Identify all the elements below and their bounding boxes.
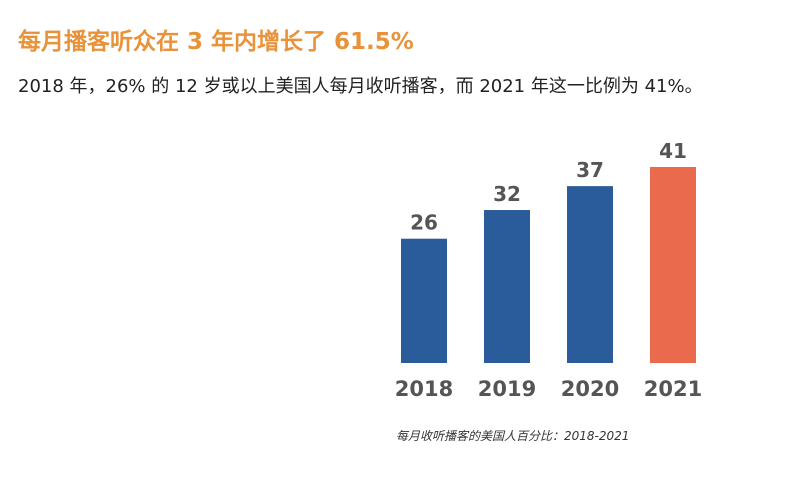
data-label-2020: 37: [576, 158, 604, 182]
data-label-2021: 41: [659, 139, 687, 163]
chart-caption: 每月收听播客的美国人百分比：2018-2021: [396, 429, 630, 443]
data-label-2019: 32: [493, 182, 521, 206]
x-tick-label-2019: 2019: [478, 377, 536, 401]
bar-2020: [567, 186, 613, 363]
bar-2019: [484, 210, 530, 363]
page-subtitle: 2018 年，26% 的 12 岁或以上美国人每月收听播客，而 2021 年这一…: [18, 76, 703, 97]
x-tick-label-2018: 2018: [395, 377, 453, 401]
bar-2021: [650, 167, 696, 363]
x-tick-label-2021: 2021: [644, 377, 702, 401]
bar-2018: [401, 238, 447, 363]
data-label-2018: 26: [410, 211, 438, 235]
page-title: 每月播客听众在 3 年内增长了 61.5%: [18, 29, 414, 55]
x-tick-label-2020: 2020: [561, 377, 619, 401]
